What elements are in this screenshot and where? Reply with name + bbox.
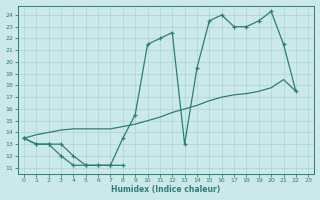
X-axis label: Humidex (Indice chaleur): Humidex (Indice chaleur) <box>111 185 221 194</box>
